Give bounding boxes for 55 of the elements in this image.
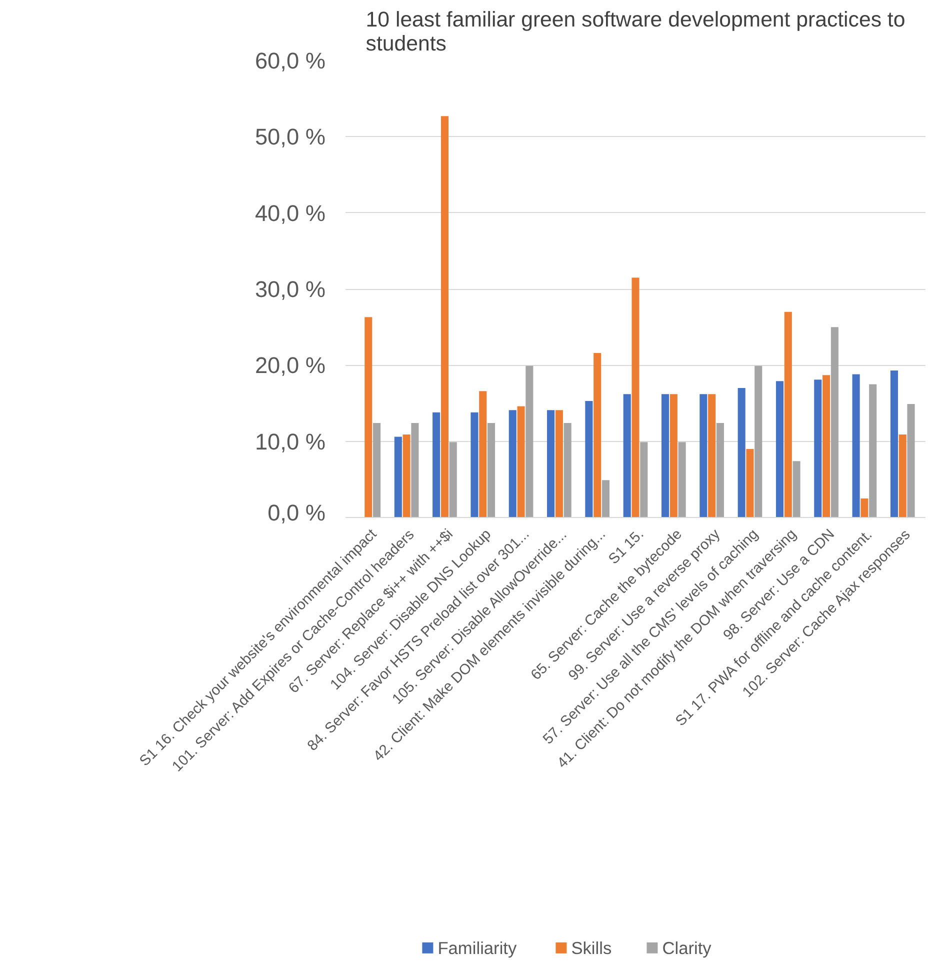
bar (784, 312, 792, 518)
legend-label: Familiarity (438, 938, 517, 958)
bar (449, 442, 457, 518)
y-tick-label: 0,0 % (268, 500, 326, 526)
bar (907, 404, 915, 518)
bar (716, 423, 724, 518)
bar (640, 442, 648, 518)
bar (754, 366, 762, 518)
bar (373, 423, 381, 518)
y-tick-label: 50,0 % (254, 124, 326, 150)
bar (585, 400, 593, 518)
bar (517, 406, 525, 518)
bar (547, 410, 555, 518)
bar (394, 436, 402, 518)
bar (830, 327, 838, 518)
bar (661, 394, 670, 518)
bar (708, 394, 716, 518)
y-tick-label: 40,0 % (254, 200, 326, 226)
bar (860, 498, 868, 518)
bar (632, 278, 640, 518)
bar (432, 412, 440, 518)
bar (792, 461, 800, 518)
bar (487, 423, 496, 518)
legend-label: Clarity (662, 938, 712, 958)
bar (555, 410, 563, 518)
bar (508, 410, 516, 518)
bar (822, 375, 830, 518)
bar (898, 434, 906, 518)
bar (623, 394, 631, 518)
bar (738, 388, 746, 518)
bar (678, 442, 686, 518)
bar (479, 391, 487, 518)
bar (869, 384, 877, 518)
y-tick-label: 20,0 % (254, 352, 326, 378)
y-tick-label: 60,0 % (254, 48, 326, 74)
chart-title: 10 least familiar green software development practices to students (366, 8, 906, 56)
bar (526, 366, 534, 518)
bar (602, 480, 610, 518)
bar (594, 352, 602, 518)
bar (411, 423, 419, 518)
bar (890, 370, 898, 518)
bar (564, 423, 572, 518)
legend-label: Skills (571, 938, 612, 958)
bar (746, 448, 754, 518)
bar (670, 394, 678, 518)
bar (700, 394, 708, 518)
bar (852, 374, 860, 518)
y-tick-label: 10,0 % (254, 428, 326, 454)
bar (364, 317, 372, 518)
y-tick-label: 30,0 % (254, 276, 326, 302)
bar (776, 381, 784, 518)
bar (440, 116, 448, 518)
bar (814, 380, 822, 518)
bar (470, 412, 478, 518)
bar (402, 434, 410, 518)
